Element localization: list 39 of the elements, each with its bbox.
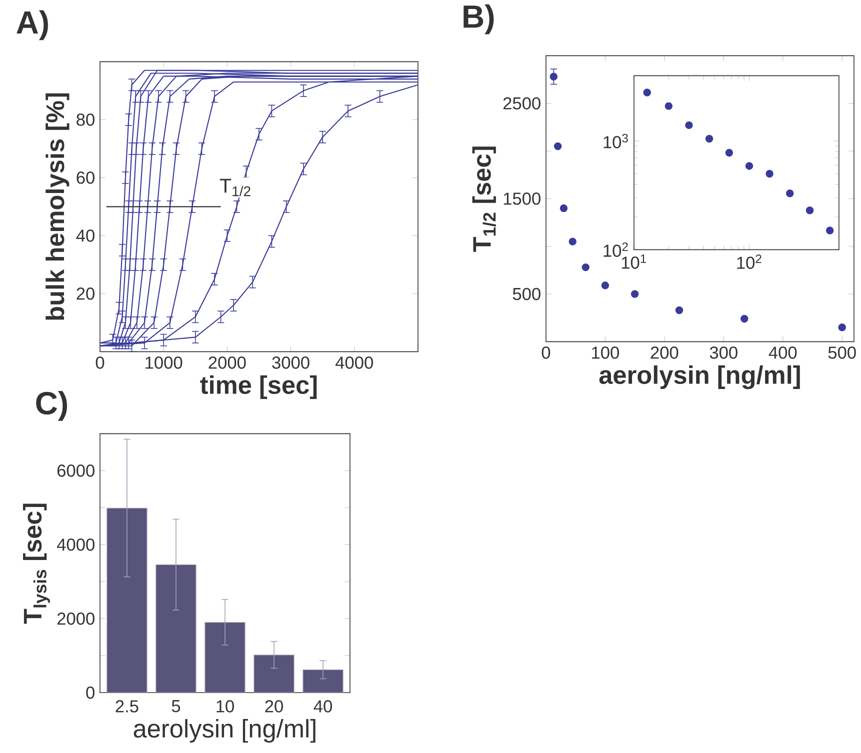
x-axis-title: aerolysin [ng/ml] xyxy=(134,719,316,743)
x-tick-label: 3000 xyxy=(272,356,310,369)
x-tick-label: 10 xyxy=(216,700,234,713)
x-tick-label: 1000 xyxy=(146,356,182,369)
y-tick-label: 20 xyxy=(76,288,94,300)
x-tick-label: 200 xyxy=(650,346,678,359)
x-tick-label: 500 xyxy=(828,346,856,359)
y-tick-label: 10$^{3}$ xyxy=(604,134,628,148)
y-tick-label: 500 xyxy=(512,288,540,300)
y-tick-label: 2000 xyxy=(57,612,94,625)
y-tick-label: 0 xyxy=(86,686,94,699)
x-tick-label: 4000 xyxy=(335,356,373,369)
y-tick-label: 1500 xyxy=(504,192,540,205)
x-tick-label: 0 xyxy=(96,356,104,369)
y-axis-title: bulk hemolysis [%] xyxy=(46,94,70,320)
x-tick-label: 100 xyxy=(592,346,619,359)
y-tick-label: 2500 xyxy=(503,97,540,110)
x-tick-label: 300 xyxy=(710,346,738,359)
x-tick-label: 20 xyxy=(265,700,283,713)
x-tick-label: 40 xyxy=(314,700,332,713)
x-tick-label: 2.5 xyxy=(116,700,138,713)
chart-title: C) xyxy=(36,391,67,421)
chart-title: A) xyxy=(16,10,48,40)
x-axis-title: aerolysin [ng/ml] xyxy=(599,366,800,390)
x-tick-label: 2000 xyxy=(208,356,246,369)
x-tick-label: 5 xyxy=(172,700,180,712)
chart-title: B) xyxy=(464,4,494,34)
y-tick-label: 60 xyxy=(76,172,94,184)
x-tick-label: 0 xyxy=(542,346,550,359)
y-axis-title: T$_{1/2}$ [sec] xyxy=(472,146,496,252)
y-axis-title: T$_{lysis}$ [sec] xyxy=(23,504,50,624)
y-tick-label: 80 xyxy=(76,114,94,126)
y-tick-label: 40 xyxy=(76,230,94,242)
x-axis-title: time [sec] xyxy=(200,376,317,400)
y-tick-label: 4000 xyxy=(56,538,94,551)
x-tick-label: 10$^{1}$ xyxy=(622,254,646,269)
annotation: T$_{1/2}$ xyxy=(220,178,250,196)
x-tick-label: 400 xyxy=(768,346,797,359)
y-tick-label: 6000 xyxy=(57,464,94,477)
